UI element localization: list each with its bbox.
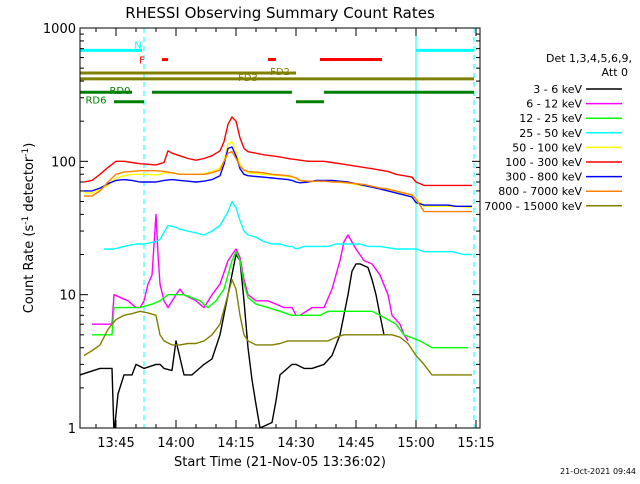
x-tick-label-6: 15:15 — [457, 436, 494, 451]
x-tick-label-4: 14:45 — [337, 436, 374, 451]
legend-label-1: 6 - 12 keV — [526, 98, 582, 111]
legend-label-0: 3 - 6 keV — [533, 83, 582, 96]
x-tick-label-3: 14:30 — [277, 436, 314, 451]
legend-label-5: 100 - 300 keV — [505, 156, 582, 169]
legend: Det 1,3,4,5,6,9, Att 0 3 - 6 keV 6 - 12 k… — [484, 52, 632, 213]
series-group — [80, 116, 473, 428]
flag-label-f: F — [139, 56, 145, 67]
x-tick-label-2: 14:15 — [217, 436, 254, 451]
flag-label-rd6: RD6 — [85, 96, 106, 107]
legend-label-8: 7000 - 15000 keV — [484, 200, 582, 213]
flag-label-rd0: RD0 — [109, 86, 130, 97]
x-axis-label: Start Time (21-Nov-05 13:36:02) — [174, 455, 386, 470]
chart-title: RHESSI Observing Summary Count Rates — [125, 4, 435, 22]
series-line-0 — [80, 253, 388, 428]
legend-label-3: 25 - 50 keV — [519, 127, 582, 140]
ticks: 13:45 14:00 14:15 14:30 14:45 15:00 15:15 1 10 10… — [43, 22, 495, 451]
flag-label-n: N — [134, 40, 141, 51]
series-line-1 — [92, 213, 409, 342]
legend-label-4: 50 - 100 keV — [512, 141, 582, 154]
series-line-6 — [84, 146, 472, 207]
x-tick-label-0: 13:45 — [97, 436, 134, 451]
y-tick-label-3: 1000 — [43, 22, 76, 37]
x-tick-label-1: 14:00 — [157, 436, 194, 451]
legend-label-2: 12 - 25 keV — [519, 112, 582, 125]
y-tick-label-0: 1 — [68, 422, 76, 437]
flag-label-fd3: FD3 — [238, 73, 258, 84]
series-line-3 — [104, 200, 472, 256]
y-tick-label-2: 100 — [51, 155, 76, 170]
legend-label-7: 800 - 7000 keV — [498, 185, 582, 198]
flag-label-fd2: FD2 — [270, 67, 290, 78]
plot-frame — [79, 27, 481, 429]
series-line-7 — [84, 151, 472, 213]
y-axis-label: Count Rate (s-1 detector-1) — [21, 143, 37, 314]
legend-header-line-2: Att 0 — [602, 66, 628, 79]
y-tick-label-1: 10 — [59, 289, 76, 304]
legend-header-line-1: Det 1,3,4,5,6,9, — [546, 52, 632, 65]
axes — [79, 27, 481, 429]
series-line-5 — [83, 116, 472, 187]
x-tick-label-5: 15:00 — [397, 436, 434, 451]
footer-timestamp: 21-Oct-2021 09:44 — [560, 467, 636, 476]
series-line-8 — [83, 278, 472, 376]
legend-label-6: 300 - 800 keV — [505, 171, 582, 184]
series-line-2 — [92, 251, 468, 349]
